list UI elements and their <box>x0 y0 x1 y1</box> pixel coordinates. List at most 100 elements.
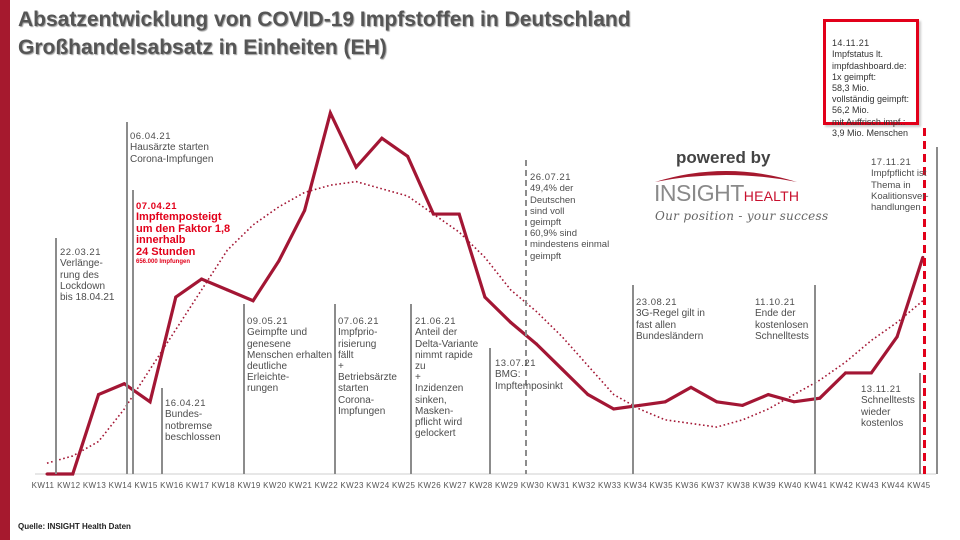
data-point <box>766 393 770 397</box>
vaccination-status-box: 14.11.21 Impfstatus lt. impfdashboard.de:… <box>823 19 919 138</box>
data-point <box>844 371 848 375</box>
x-tick-label: KW11 <box>32 481 55 490</box>
annotation-21-06: 21.06.21 Anteil der Delta-Variante nimmt … <box>415 305 478 439</box>
data-point <box>637 403 641 407</box>
annotation-date: 07.04.21 <box>136 201 177 213</box>
annotation-date: 22.03.21 <box>60 247 101 259</box>
annotation-text: 3G-Regel gilt in fast allen Bundesländer… <box>636 308 705 342</box>
data-point <box>174 295 178 299</box>
x-tick-label: KW39 <box>753 481 777 490</box>
annotation-17-11: 17.11.21 Impfpflicht ist Thema in Koaliti… <box>871 146 929 213</box>
info-box-date: 14.11.21 <box>832 38 870 49</box>
source-note: Quelle: INSIGHT Health Daten <box>18 522 131 531</box>
data-point <box>895 335 899 339</box>
data-point <box>122 382 126 386</box>
annotation-text: 49,4% der Deutschen sind voll geimpft 60… <box>530 183 610 262</box>
data-point <box>483 295 487 299</box>
annotation-text: Ende der kostenlosen Schnelltests <box>755 308 809 342</box>
x-tick-label: KW38 <box>727 481 751 490</box>
annotation-text: Impfpflicht ist Thema in Koalitionsver- … <box>871 168 929 214</box>
data-point <box>303 208 307 212</box>
data-point <box>612 407 616 411</box>
accent-sidebar <box>0 0 10 540</box>
x-tick-label: KW24 <box>366 481 390 490</box>
logo-brand-health: HEALTH <box>743 188 800 204</box>
data-point <box>148 400 152 404</box>
annotation-date: 07.06.21 <box>338 316 379 328</box>
x-tick-label: KW37 <box>701 481 725 490</box>
logo-powered-by: powered by <box>676 148 771 167</box>
annotation-line-07-06 <box>334 304 336 474</box>
annotation-date: 17.11.21 <box>871 157 912 169</box>
title-line-1: Absatzentwicklung von COVID-19 Impfstoff… <box>18 8 631 31</box>
data-point <box>869 371 873 375</box>
annotation-date: 23.08.21 <box>636 297 677 309</box>
annotation-date: 13.11.21 <box>861 384 902 396</box>
logo-brand: INSIGHTHEALTH <box>654 180 799 207</box>
series-layer <box>45 108 925 476</box>
x-tick-label: KW18 <box>212 481 236 490</box>
annotation-13-11: 13.11.21 Schnelltests wieder kostenlos <box>861 373 915 429</box>
annotation-07-04: 07.04.21 Impftemposteigt um den Faktor 1,… <box>136 190 230 277</box>
annotation-line-21-06 <box>410 304 412 474</box>
annotation-line-16-04 <box>161 388 163 474</box>
annotation-11-10: 11.10.21 Ende der kostenlosen Schnelltest… <box>755 286 809 342</box>
annotation-13-07: 13.07.21 BMG: Impftemposinkt <box>495 347 563 392</box>
data-point <box>689 385 693 389</box>
x-tick-label: KW35 <box>650 481 674 490</box>
x-tick-label: KW36 <box>675 481 699 490</box>
x-tick-label: KW27 <box>443 481 467 490</box>
data-point <box>741 403 745 407</box>
x-tick-label: KW26 <box>418 481 442 490</box>
info-box-text: Impfstatus lt. impfdashboard.de: 1x geim… <box>832 49 910 138</box>
title-line-2: Großhandelsabsatz in Einheiten (EH) <box>18 36 387 59</box>
annotation-date: 26.07.21 <box>530 172 571 184</box>
annotation-line-13-07 <box>489 348 491 474</box>
annotation-text: BMG: Impftemposinkt <box>495 369 563 392</box>
x-tick-label: KW29 <box>495 481 519 490</box>
page-title: Absatzentwicklung von COVID-19 Impfstoff… <box>18 6 631 62</box>
annotation-text: Hausärzte starten Corona-Impfungen <box>130 142 214 165</box>
x-tick-label: KW40 <box>778 481 802 490</box>
x-tick-label: KW43 <box>856 481 880 490</box>
data-point <box>380 136 384 140</box>
annotation-06-04: 06.04.21 Hausärzte starten Corona-Impfung… <box>130 120 213 165</box>
annotation-line-07-04 <box>132 190 134 474</box>
data-point <box>277 259 281 263</box>
x-tick-label: KW45 <box>907 481 931 490</box>
data-point <box>328 111 332 115</box>
annotation-line-13-11 <box>919 373 921 474</box>
x-tick-label: KW41 <box>804 481 828 490</box>
x-tick-label: KW20 <box>263 481 287 490</box>
annotation-26-07: 26.07.21 49,4% der Deutschen sind voll ge… <box>530 161 609 262</box>
annotation-text: Impftemposteigt um den Faktor 1,8 innerh… <box>136 211 231 258</box>
annotation-date: 13.07.21 <box>495 358 536 370</box>
x-tick-label: KW22 <box>315 481 339 490</box>
data-point <box>715 400 719 404</box>
annotation-text: Geimpfte und genesene Menschen erhalten … <box>247 327 333 395</box>
x-tick-label: KW31 <box>547 481 571 490</box>
x-tick-label: KW32 <box>572 481 596 490</box>
annotation-22-03: 22.03.21 Verlänge- rung des Lockdown bis … <box>60 236 115 303</box>
x-tick-label: KW25 <box>392 481 416 490</box>
data-point <box>406 154 410 158</box>
data-point <box>586 393 590 397</box>
annotation-text: Anteil der Delta-Variante nimmt rapide z… <box>415 327 479 440</box>
x-tick-label: KW28 <box>469 481 493 490</box>
logo-tagline: Our position - your success <box>655 209 829 223</box>
data-point <box>457 212 461 216</box>
x-tick-label: KW44 <box>881 481 905 490</box>
annotation-23-08: 23.08.21 3G-Regel gilt in fast allen Bund… <box>636 286 705 342</box>
annotation-date: 09.05.21 <box>247 316 288 328</box>
data-point <box>200 277 204 281</box>
data-point <box>509 320 513 324</box>
x-tick-label: KW34 <box>624 481 648 490</box>
x-tick-label: KW19 <box>237 481 261 490</box>
annotation-16-04: 16.04.21 Bundes- notbremse beschlossen <box>165 387 221 443</box>
data-point <box>663 400 667 404</box>
x-tick-label: KW17 <box>186 481 210 490</box>
data-point <box>71 472 75 476</box>
annotation-text: Verlänge- rung des Lockdown bis 18.04.21 <box>60 258 115 304</box>
